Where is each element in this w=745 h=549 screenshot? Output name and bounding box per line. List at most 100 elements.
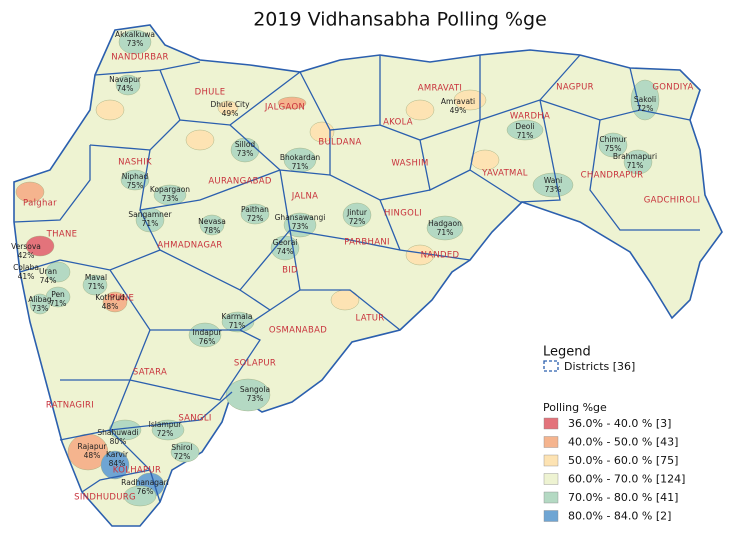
constituency-name: Indapur [193,328,223,337]
constituency-name: Hadgaon [428,219,462,228]
district-label: NAGPUR [556,83,594,93]
district-label: WARDHA [510,112,550,122]
constituency-pct: 42% [18,251,35,260]
constituency-pct: 74% [277,247,294,256]
district-label: THANE [46,230,78,240]
constituency-area [426,215,464,241]
district-label: AURANGABAD [208,177,272,187]
constituency-pct: 48% [84,451,101,460]
legend-label: 60.0% - 70.0 % [124] [568,473,685,486]
district-boundary [299,55,381,131]
district-label: PARBHANI [344,238,390,248]
constituency-pct: 71% [292,162,309,171]
district-boundary [289,229,401,331]
constituency-name: Shahuwadi [97,428,138,437]
constituency-pct: 71% [517,131,534,140]
constituency-pct: 76% [137,487,154,496]
district-label: KOLHAPUR [113,466,161,476]
constituency-pct: 49% [222,109,239,118]
district-label: CHANDRAPUR [581,171,644,181]
constituency-name: Bhokardan [280,153,321,162]
legend-boundary-swatch [543,360,559,372]
constituency-name: Kopargaon [150,185,190,194]
district-boundary [159,69,301,126]
district-label: SOLAPUR [234,359,276,369]
constituency-name: Karmala [222,312,253,321]
constituency-pct: 73% [237,149,254,158]
district-boundary [639,109,691,121]
constituency-area [506,119,544,141]
constituency-pct: 78% [204,226,221,235]
legend-boundary-label: Districts [36] [564,360,635,373]
district-boundary [139,209,291,291]
constituency-area [115,74,141,96]
constituency-area [199,214,225,236]
constituency-name: Niphad [122,172,149,181]
district-boundary [81,469,151,493]
constituency-area [470,149,500,171]
district-boundary [109,391,233,431]
constituency-name: Chimur [599,135,627,144]
district-label: GADCHIROLI [644,196,701,206]
constituency-name: Sangola [240,385,270,394]
constituency-name: Colaba [13,263,39,272]
constituency-name: Dhule City [210,100,250,109]
constituency-name: Ghansawangi [275,213,326,222]
district-label: NASHIK [118,158,152,168]
constituency-area [100,450,130,480]
constituency-area [283,212,317,238]
constituency-name: Akkalkuwa [115,30,155,39]
constituency-name: Paithan [241,205,269,214]
constituency-area [221,311,255,333]
district-label: YAVATMAL [481,169,528,179]
constituency-name: Nevasa [198,217,226,226]
constituency-pct: 41% [18,272,35,281]
district-boundary [139,149,281,211]
constituency-pct: 48% [102,302,119,311]
constituency-name: Pen [51,290,65,299]
constituency-area [185,129,215,151]
constituency-pct: 76% [199,337,216,346]
constituency-area [330,289,360,311]
state-area [13,24,723,527]
constituency-name: Uran [39,267,57,276]
constituency-name: Brahmapuri [613,152,657,161]
district-label: BID [282,266,298,276]
constituency-area [15,181,45,203]
constituency-area [123,485,157,507]
constituency-area [82,274,108,296]
district-boundary [19,259,61,273]
constituency-area [277,96,307,110]
district-boundary [13,145,91,223]
constituency-name: Radhanagari [121,478,169,487]
district-label: AKOLA [383,118,413,128]
constituency-name: Alibag [28,295,52,304]
constituency-name: Rajapur [78,442,108,451]
district-label: PUNE [110,294,134,304]
district-label: LATUR [356,314,385,324]
constituency-area [188,322,222,348]
constituency-name: Karvir [106,450,129,459]
district-label: JALNA [291,192,319,202]
constituency-name: Jintur [346,208,368,217]
map-title: 2019 Vidhansabha Polling %ge [253,9,547,31]
legend-swatch [543,417,559,430]
constituency-pct: 73% [162,194,179,203]
constituency-pct: 73% [127,39,144,48]
district-boundary [109,269,271,331]
constituency-pct: 80% [110,437,127,446]
constituency-name: Deoli [515,122,534,131]
district-label: RATNAGIRI [46,401,94,411]
district-label: HINGOLI [384,209,422,219]
district-boundary [539,67,641,121]
constituency-name: Maval [85,273,107,282]
district-label: SANGLI [178,414,211,424]
district-label: BULDANA [318,138,361,148]
district-boundary [129,329,261,401]
district-label: NANDURBAR [111,53,168,63]
legend-title: Legend [543,345,591,360]
constituency-area [25,235,55,257]
constituency-pct: 73% [32,304,49,313]
